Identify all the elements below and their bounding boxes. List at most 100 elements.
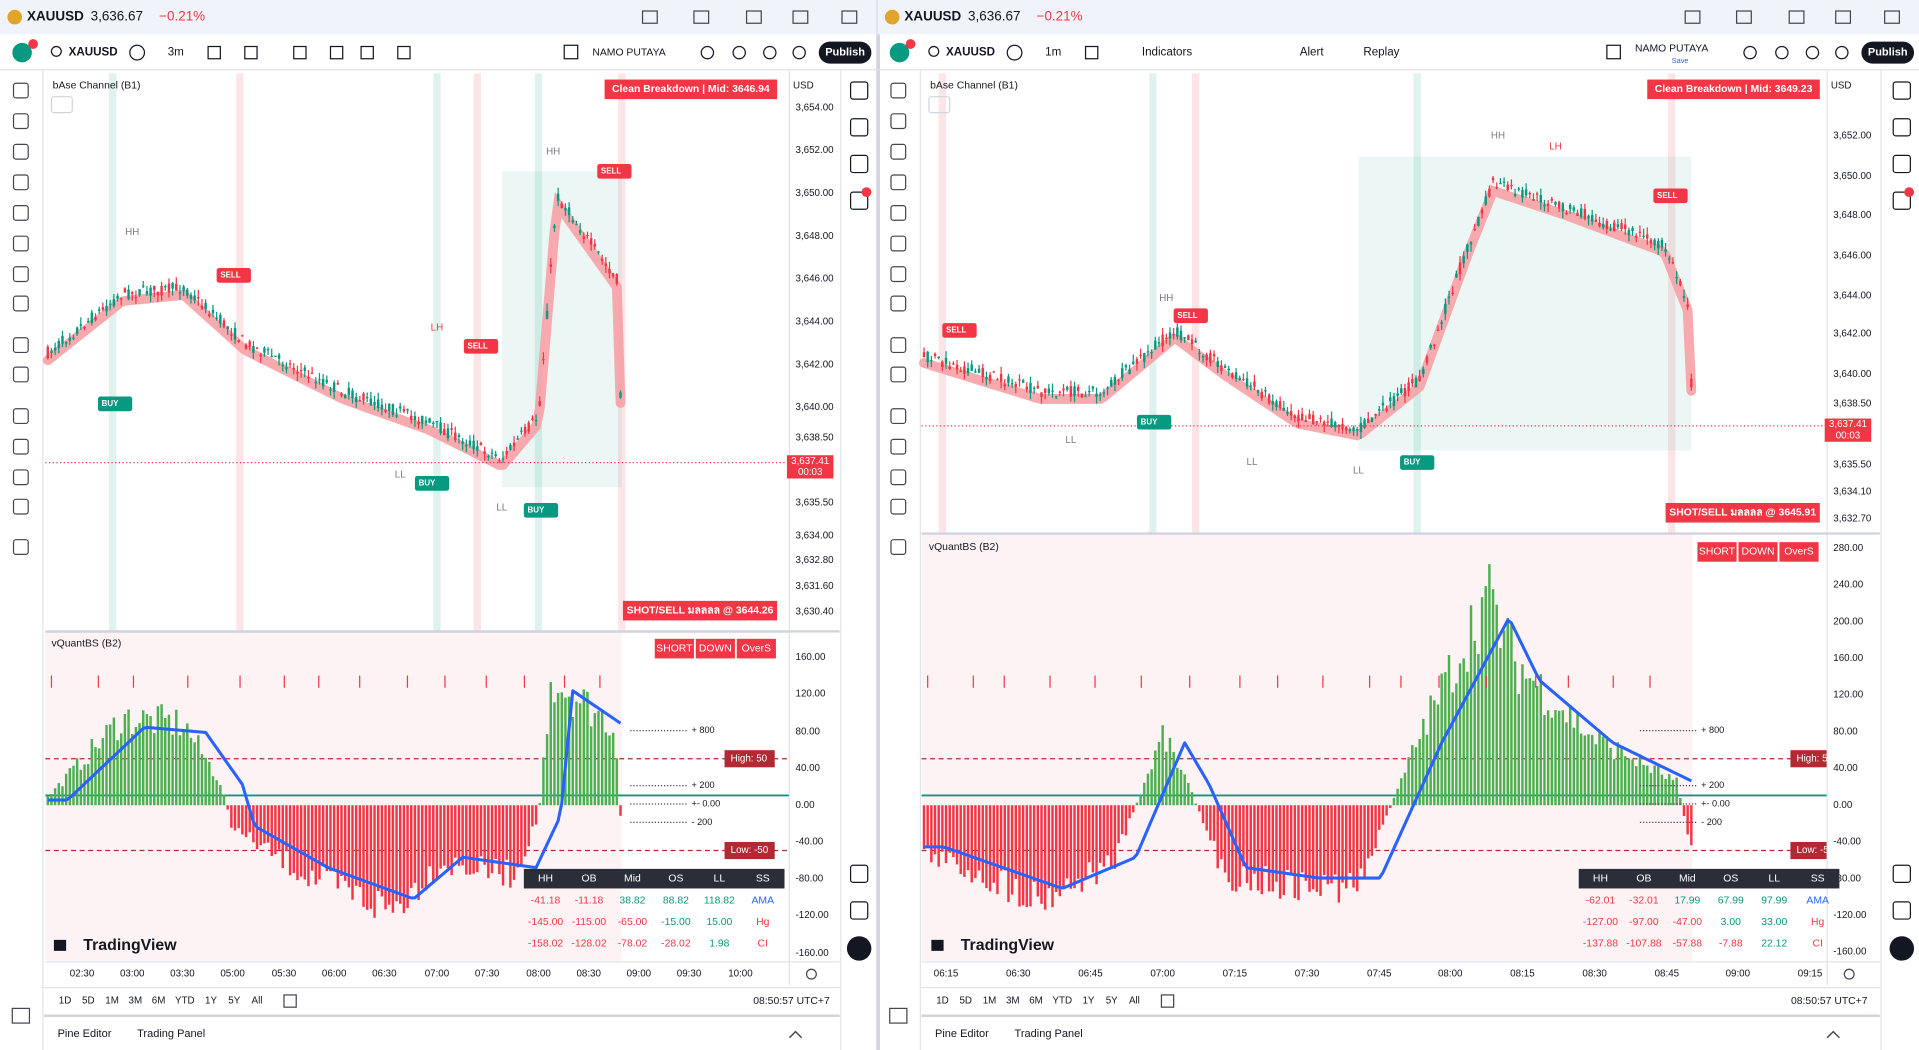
drawing-tool[interactable] <box>12 469 29 486</box>
sidebar-app[interactable] <box>846 936 872 961</box>
toolbar-icon[interactable] <box>763 45 777 60</box>
sidebar-app[interactable] <box>1889 936 1915 961</box>
drawing-tool[interactable] <box>12 438 29 455</box>
drawing-tool[interactable] <box>890 235 907 252</box>
interval[interactable]: 3m <box>168 46 184 59</box>
drawing-tool[interactable] <box>890 295 907 312</box>
alert-button[interactable]: Alert <box>1300 46 1325 59</box>
range-button[interactable]: 3M <box>1006 996 1020 1007</box>
drawing-tool[interactable] <box>890 143 907 160</box>
drawing-tool[interactable] <box>12 235 29 252</box>
range-button[interactable]: All <box>252 996 263 1007</box>
checkbox[interactable] <box>1606 44 1621 60</box>
compare-icon[interactable] <box>129 44 146 61</box>
toolbar-icon[interactable] <box>207 45 221 60</box>
range-button[interactable]: 1Y <box>205 996 217 1007</box>
toolbar-icon[interactable] <box>293 45 307 60</box>
range-button[interactable]: 3M <box>129 996 143 1007</box>
sidebar-icon[interactable] <box>849 81 869 100</box>
publish-button[interactable] <box>818 41 872 64</box>
sidebar-icon[interactable] <box>1892 81 1911 100</box>
tab-symbol[interactable]: XAUUSD <box>27 9 84 24</box>
trading-panel-tab[interactable]: Trading Panel <box>137 1028 205 1040</box>
sidebar-icon[interactable] <box>1892 191 1911 210</box>
settings-icon[interactable] <box>1843 968 1855 980</box>
range-button[interactable]: 6M <box>1029 996 1043 1007</box>
drawing-tool[interactable] <box>12 82 29 99</box>
window-control[interactable] <box>1884 10 1900 24</box>
avatar[interactable] <box>12 42 32 63</box>
interval[interactable]: 1m <box>1045 46 1061 59</box>
drawing-tool[interactable] <box>12 366 29 383</box>
range-button[interactable]: 5Y <box>228 996 240 1007</box>
window-control[interactable] <box>1835 10 1852 24</box>
range-button[interactable]: 1D <box>936 996 949 1007</box>
range-button[interactable]: 5D <box>82 996 95 1007</box>
drawing-tool[interactable] <box>890 337 907 354</box>
toolbar-symbol[interactable]: XAUUSD <box>946 46 995 59</box>
drawing-tool[interactable] <box>890 174 907 191</box>
publish-label[interactable]: Publish <box>1868 47 1908 59</box>
toolbar-icon[interactable] <box>792 45 806 60</box>
window-control[interactable] <box>792 10 809 24</box>
drawing-tool[interactable] <box>890 204 907 221</box>
drawing-tool[interactable] <box>890 408 907 425</box>
pine-editor-tab[interactable]: Pine Editor <box>58 1028 112 1040</box>
favorites[interactable] <box>889 1007 908 1024</box>
window-control[interactable] <box>1788 10 1805 24</box>
date-range-icon[interactable] <box>283 994 297 1008</box>
range-button[interactable]: 1M <box>105 996 119 1007</box>
drawing-tool[interactable] <box>12 295 29 312</box>
layout-name[interactable]: NAMO PUTAYA <box>1635 44 1708 55</box>
indicators-button[interactable]: Indicators <box>1142 46 1193 59</box>
sidebar-icon[interactable] <box>849 191 869 210</box>
drawing-tool[interactable] <box>12 337 29 354</box>
collapse-button[interactable] <box>928 96 951 114</box>
sidebar-icon[interactable] <box>849 901 869 920</box>
drawing-tool[interactable] <box>890 539 907 555</box>
settings-icon[interactable] <box>805 968 817 980</box>
drawing-tool[interactable] <box>12 539 29 555</box>
sidebar-icon[interactable] <box>1892 118 1911 137</box>
toolbar-icon[interactable] <box>1835 45 1849 60</box>
drawing-tool[interactable] <box>12 174 29 191</box>
range-button[interactable]: All <box>1129 996 1140 1007</box>
toolbar-icon[interactable] <box>360 45 374 60</box>
window-control[interactable] <box>841 10 858 24</box>
collapse-button[interactable] <box>50 96 73 114</box>
toolbar-icon[interactable] <box>1805 45 1820 60</box>
range-button[interactable]: YTD <box>175 996 195 1007</box>
compare-icon[interactable] <box>1006 44 1023 61</box>
sidebar-icon[interactable] <box>1892 864 1911 883</box>
window-control[interactable] <box>745 10 762 24</box>
drawing-tool[interactable] <box>12 204 29 221</box>
trading-panel-tab[interactable]: Trading Panel <box>1015 1028 1083 1040</box>
drawing-tool[interactable] <box>890 498 907 515</box>
drawing-tool[interactable] <box>890 266 907 283</box>
sidebar-icon[interactable] <box>849 118 869 137</box>
collapse-icon[interactable] <box>1826 1030 1840 1039</box>
favorites[interactable] <box>11 1007 31 1024</box>
toolbar-icon[interactable] <box>397 45 411 60</box>
range-button[interactable]: 1Y <box>1082 996 1094 1007</box>
toolbar-icon[interactable] <box>700 45 715 60</box>
toolbar-icon[interactable] <box>244 45 258 60</box>
toolbar-icon[interactable] <box>732 45 746 60</box>
drawing-tool[interactable] <box>890 82 907 99</box>
drawing-tool[interactable] <box>890 469 907 486</box>
window-control[interactable] <box>693 10 710 24</box>
range-button[interactable]: 5Y <box>1106 996 1118 1007</box>
sidebar-icon[interactable] <box>849 154 869 174</box>
replay-button[interactable]: Replay <box>1363 46 1399 59</box>
drawing-tool[interactable] <box>12 408 29 425</box>
sidebar-icon[interactable] <box>1892 901 1911 920</box>
range-button[interactable]: 6M <box>152 996 166 1007</box>
drawing-tool[interactable] <box>12 266 29 283</box>
toolbar-symbol[interactable]: XAUUSD <box>69 46 118 59</box>
range-button[interactable]: 5D <box>960 996 973 1007</box>
range-button[interactable]: YTD <box>1053 996 1073 1007</box>
window-control[interactable] <box>641 10 658 24</box>
drawing-tool[interactable] <box>12 113 29 130</box>
publish-button[interactable] <box>1861 41 1915 64</box>
toolbar-icon[interactable] <box>329 45 344 60</box>
